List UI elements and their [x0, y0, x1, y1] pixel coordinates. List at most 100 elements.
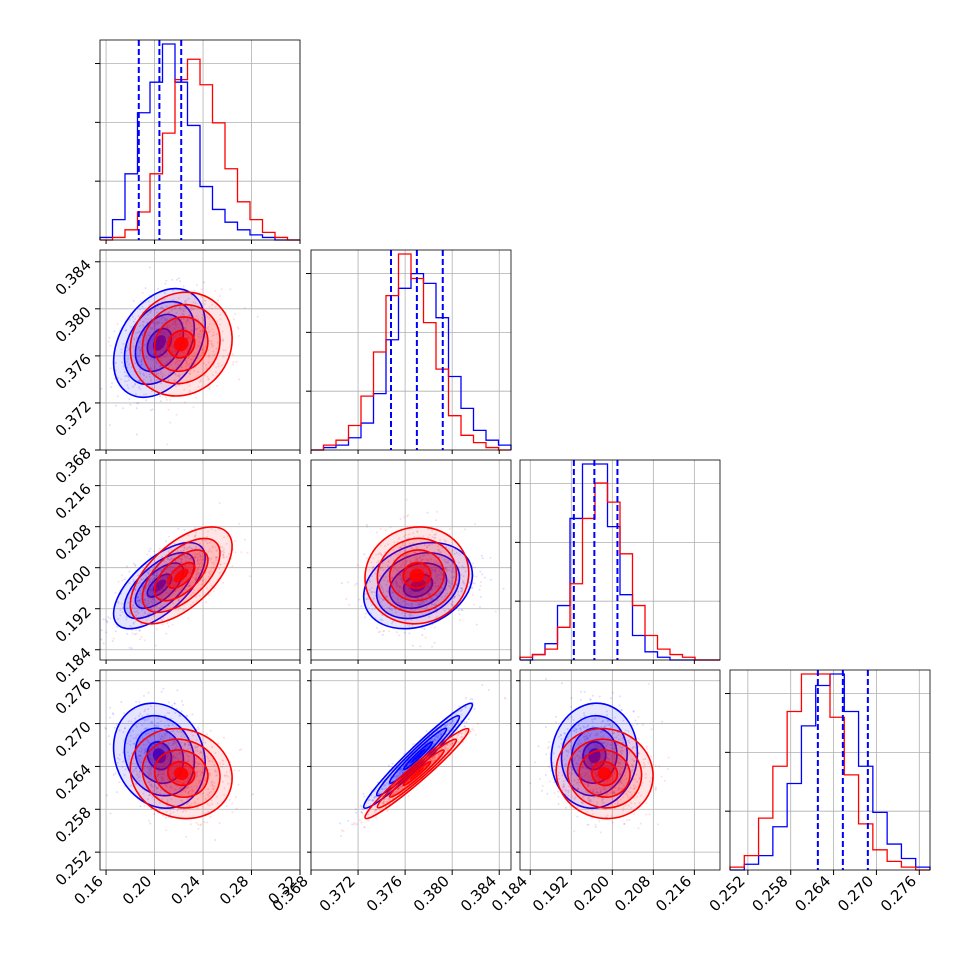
panel-4-1-point-b-353 [198, 787, 200, 790]
panel-2-1-point-b-396 [141, 368, 144, 371]
panel-2-1-point-b-263 [196, 344, 199, 347]
panel-4-1-point-a-188 [142, 743, 145, 746]
panel-3-2-point-b-52 [439, 582, 442, 585]
panel-4-1-point-b-5 [195, 770, 198, 773]
panel-4-1-point-a-72 [143, 764, 146, 767]
panel-3-2-point-b-418 [406, 568, 409, 571]
panel-4-1-point-b-381 [191, 788, 193, 791]
panel-4-1-point-b-217 [183, 743, 186, 746]
panel-3-2-point-a-10 [395, 611, 398, 614]
panel-3-1-point-b-46 [186, 556, 189, 559]
panel-3-2-point-b-377 [427, 559, 430, 562]
panel-4-1-point-b-114 [192, 760, 194, 763]
panel-4-1-point-b-407 [157, 787, 160, 789]
panel-4-1-point-b-163 [184, 790, 187, 793]
panel-4-1-point-a-195 [175, 780, 178, 783]
panel-3-2-point-b-179 [426, 546, 428, 549]
panel-2-1-point-a-443 [110, 386, 112, 388]
panel-3-2-point-b-262 [405, 575, 408, 578]
panel-3-2-point-a-511 [386, 589, 388, 592]
panel-3-1-point-b-373 [160, 605, 162, 608]
panel-2-1-point-a-245 [160, 318, 163, 321]
panel-4-1-point-a-514 [152, 734, 155, 737]
panel-3-2-point-a-323 [423, 543, 426, 546]
panel-4-1-point-a-197 [167, 778, 169, 781]
panel-3-2-point-b-34 [445, 568, 448, 571]
panel-3-1-point-a-183 [183, 528, 186, 531]
panel-4-1-point-a-438 [211, 780, 214, 783]
panel-3-1-point-a-314 [134, 588, 137, 591]
panel-4-1-point-a-352 [112, 713, 115, 716]
panel-3-2-point-a-451 [400, 579, 403, 582]
panel-3-1-point-a-161 [126, 607, 129, 610]
panel-4-1-point-b-514 [210, 781, 213, 784]
panel-4-2-point-a-212 [385, 782, 388, 785]
panel-3-2-point-a-185 [435, 560, 438, 563]
panel-3-2-point-b-13 [399, 573, 402, 576]
panel-2-1-point-b-359 [172, 346, 175, 349]
panel-4-1-point-b-410 [196, 750, 199, 753]
panel-3-1-point-b-75 [147, 599, 150, 602]
panel-2-1-point-b-380 [175, 333, 178, 336]
panel-4-1-point-b-442 [197, 728, 200, 731]
panel-2-1-point-b-210 [167, 312, 169, 315]
panel-4-1-point-b-128 [202, 750, 205, 752]
panel-2-1-point-a-278 [160, 371, 163, 374]
panel-4-2-point-a-356 [395, 777, 398, 779]
panel-4-1-point-b-207 [159, 720, 162, 723]
panel-4-1-point-a-95 [204, 741, 207, 744]
panel-3-2-point-a-251 [438, 564, 441, 567]
panel-3-1-point-a-368 [155, 591, 158, 594]
panel-3-1-point-b-185 [153, 612, 156, 615]
panel-2-1-point-a-488 [117, 376, 120, 379]
panel-3-2-point-a-414 [431, 569, 434, 571]
panel-4-1-point-b-242 [135, 770, 138, 772]
panel-4-1-point-a-133 [155, 725, 158, 728]
panel-3-2-point-a-174 [372, 566, 375, 569]
panel-4-1-point-b-332 [218, 822, 221, 825]
panel-4-1-point-b-125 [148, 756, 151, 759]
panel-3-1-point-b-328 [207, 530, 209, 533]
panel-3-1-point-b-372 [211, 546, 214, 549]
panel-2-1-point-b-473 [164, 349, 167, 352]
panel-4-1-point-b-170 [215, 774, 218, 776]
hist-panel-4-series-b [729, 673, 930, 871]
panel-3-1-point-b-270 [215, 559, 218, 562]
panel-3-1-point-b-488 [221, 549, 224, 552]
panel-4-1-point-b-462 [211, 784, 214, 786]
panel-3-1-point-b-454 [218, 502, 221, 504]
panel-3-2-point-b-325 [416, 565, 419, 568]
panel-4-1-peak-b [173, 767, 189, 780]
panel-3-2-point-b-392 [409, 614, 412, 617]
panel-4-1-point-b-272 [187, 793, 190, 796]
panel-3-2-point-a-204 [388, 607, 391, 610]
panel-3-2-point-b-516 [416, 542, 419, 545]
panel-2-1-point-b-362 [148, 342, 151, 345]
panel-3-2-point-b-380 [417, 590, 419, 593]
panel-3-1-point-b-359 [212, 566, 215, 569]
panel-3-2-point-b-263 [430, 597, 433, 600]
panel-4-1-point-a-454 [138, 700, 141, 703]
panel-3-1-point-b-475 [155, 586, 158, 589]
panel-4-1-point-b-152 [187, 798, 189, 801]
panel-4-1-point-a-344 [147, 741, 150, 744]
panel-2-1-point-a-113 [199, 330, 202, 333]
panel-4-2-point-b-69 [392, 793, 395, 796]
panel-2-1-point-a-214 [165, 361, 168, 364]
panel-4-1-point-b-218 [175, 766, 178, 768]
panel-4-1-point-b-27 [213, 782, 216, 784]
panel-2-1-point-b-125 [188, 321, 191, 324]
panel-2-1-point-b-360 [200, 296, 203, 299]
panel-4-1-point-b-124 [195, 739, 198, 742]
panel-3-1-point-a-450 [204, 539, 207, 542]
panel-2-1-point-a-348 [148, 373, 151, 376]
panel-2-1-point-b-116 [141, 320, 144, 323]
panel-3-1-point-b-286 [160, 579, 163, 582]
panel-3-2-point-a-442 [410, 603, 413, 606]
panel-3-1-point-b-80 [194, 578, 197, 581]
panel-2-1-point-b-302 [133, 338, 136, 341]
panel-4-1-point-a-271 [128, 757, 131, 760]
panel-3-2-point-b-368 [422, 589, 425, 592]
panel-3-2-point-b-24 [356, 564, 359, 567]
panel-3-2-marks [340, 498, 505, 648]
